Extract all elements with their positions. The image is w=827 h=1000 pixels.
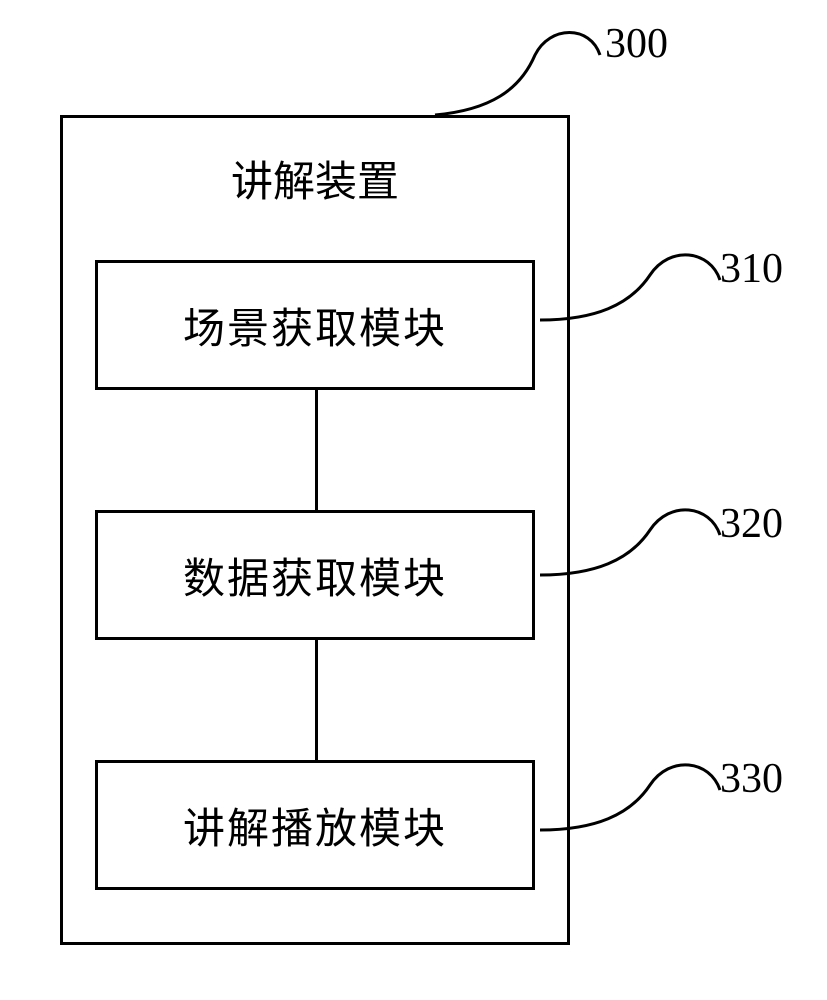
callout-curve <box>540 790 827 940</box>
module-box-scene-acquisition: 场景获取模块 <box>95 260 535 390</box>
connector-line <box>315 640 318 760</box>
callout-label-310: 310 <box>720 245 783 293</box>
callout-label-330: 330 <box>720 755 783 803</box>
connector-line <box>315 390 318 510</box>
callout-curve <box>540 280 827 430</box>
callout-label-300: 300 <box>605 20 668 68</box>
callout-curve <box>435 55 735 205</box>
callout-curve <box>540 535 827 685</box>
module-label: 讲解播放模块 <box>183 795 447 856</box>
module-label: 数据获取模块 <box>183 545 447 606</box>
module-box-explain-play: 讲解播放模块 <box>95 760 535 890</box>
callout-label-320: 320 <box>720 500 783 548</box>
module-label: 场景获取模块 <box>183 295 447 356</box>
module-box-data-acquisition: 数据获取模块 <box>95 510 535 640</box>
